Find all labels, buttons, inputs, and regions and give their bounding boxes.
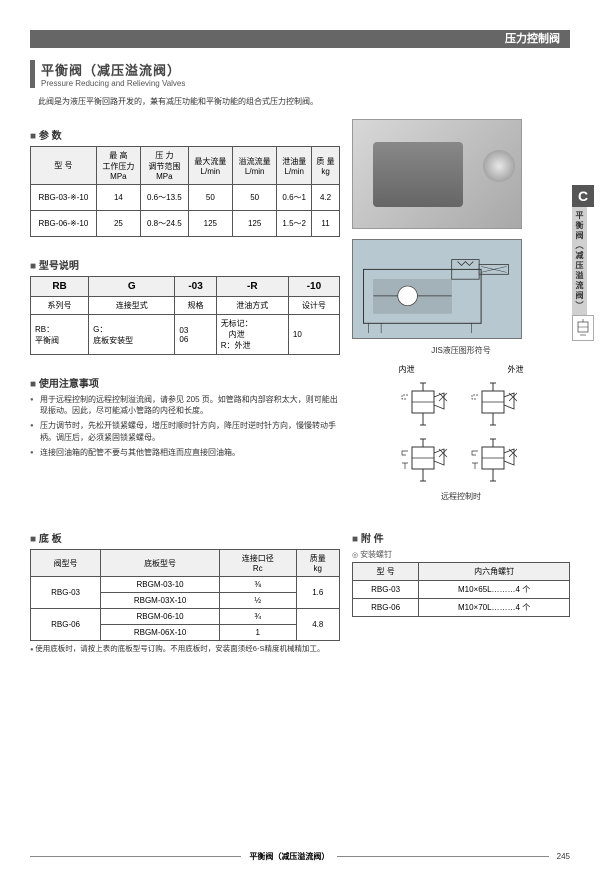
params-cell: 0.6～1 xyxy=(277,185,312,211)
md-label-cell: 泄油方式 xyxy=(216,297,288,315)
bp-col: 质量 kg xyxy=(296,550,339,577)
bp-cell: RBGM-06X-10 xyxy=(101,625,220,641)
sym-label-internal: 内泄 xyxy=(399,364,415,375)
md-detail-cell: 无标记： 内泄 R：外泄 xyxy=(216,315,288,355)
bp-cell: ⅜ xyxy=(220,577,297,593)
footer-title: 平衡阀（减压溢流阀） xyxy=(249,851,329,862)
hydraulic-symbol xyxy=(466,435,526,485)
baseplate-table: 阀型号底板型号连接口径 Rc质量 kg RBG-03RBGM-03-10⅜1.6… xyxy=(30,549,340,641)
md-detail-cell: 10 xyxy=(288,315,339,355)
acc-cell: M10×65L………4 个 xyxy=(419,581,570,599)
header-category-text: 压力控制阀 xyxy=(505,33,560,45)
params-cell: 0.8～24.5 xyxy=(141,211,189,237)
usage-item: 压力调节时，先松开锁紧螺母，增压时顺时针方向，降压时逆时针方向，慢慢转动手柄。调… xyxy=(30,420,340,442)
model-desc-table: RBG-03-R-10 系列号连接型式规格泄油方式设计号 RB： 平衡阀G： 底… xyxy=(30,276,340,355)
symbol-labels-row: 内泄 外泄 xyxy=(352,364,570,375)
md-detail-cell: G： 底板安装型 xyxy=(89,315,175,355)
md-detail-cell: RB： 平衡阀 xyxy=(31,315,89,355)
params-cell: 50 xyxy=(233,185,277,211)
params-cell: RBG-06-※-10 xyxy=(31,211,97,237)
md-label-cell: 设计号 xyxy=(288,297,339,315)
page-title: 平衡阀（减压溢流阀） xyxy=(41,60,570,79)
baseplate-heading: 底 板 xyxy=(30,530,340,545)
bp-col: 阀型号 xyxy=(31,550,101,577)
acc-cell: RBG-03 xyxy=(353,581,419,599)
bp-cell: 1 xyxy=(220,625,297,641)
usage-notes: 用于远程控制的远程控制溢流阀，请参见 205 页。如管路和内部容积太大，则可能出… xyxy=(30,394,340,458)
side-tab-icon xyxy=(572,315,594,341)
md-detail-cell: 03 06 xyxy=(175,315,216,355)
params-col: 泄油量 L/min xyxy=(277,147,312,185)
model-desc-heading: 型号说明 xyxy=(30,257,340,272)
hydraulic-symbol xyxy=(466,379,526,429)
params-cell: 11 xyxy=(312,211,340,237)
params-cell: 0.6～13.5 xyxy=(141,185,189,211)
bp-weight: 4.8 xyxy=(296,609,339,641)
product-photo xyxy=(352,119,522,229)
side-tab-text: 平衡阀（减压溢流阀） xyxy=(572,207,587,315)
md-header-cell: -03 xyxy=(175,277,216,297)
params-cell: 14 xyxy=(96,185,140,211)
md-label-cell: 连接型式 xyxy=(89,297,175,315)
baseplate-note: 使用底板时，请按上表的底板型号订购。不用底板时，安装面须经6-S精度机械精加工。 xyxy=(30,644,340,655)
hydraulic-symbol xyxy=(396,435,456,485)
params-col: 最 高 工作压力 MPa xyxy=(96,147,140,185)
md-header-cell: -10 xyxy=(288,277,339,297)
params-cell: 125 xyxy=(233,211,277,237)
acc-cell: M10×70L………4 个 xyxy=(419,599,570,617)
bp-cell: RBGM-03-10 xyxy=(101,577,220,593)
md-label-cell: 规格 xyxy=(175,297,216,315)
header-category-bar: 压力控制阀 xyxy=(30,30,570,48)
params-col: 型 号 xyxy=(31,147,97,185)
params-col: 压 力 调节范围 MPa xyxy=(141,147,189,185)
page-number: 245 xyxy=(557,852,570,861)
bp-cell: ½ xyxy=(220,593,297,609)
page-footer: 平衡阀（减压溢流阀） 245 xyxy=(30,851,570,862)
params-cell: 1.5～2 xyxy=(277,211,312,237)
params-cell: RBG-03-※-10 xyxy=(31,185,97,211)
bp-valve: RBG-03 xyxy=(31,577,101,609)
remote-caption: 远程控制时 xyxy=(352,491,570,502)
acc-cell: RBG-06 xyxy=(353,599,419,617)
md-header-cell: RB xyxy=(31,277,89,297)
sym-label-external: 外泄 xyxy=(508,364,524,375)
bp-weight: 1.6 xyxy=(296,577,339,609)
params-cell: 25 xyxy=(96,211,140,237)
accessories-sub: 安装螺钉 xyxy=(352,549,570,560)
side-tab-letter: C xyxy=(572,185,594,207)
md-label-cell: 系列号 xyxy=(31,297,89,315)
symbol-grid-bottom xyxy=(352,435,570,485)
md-header-cell: -R xyxy=(216,277,288,297)
params-col: 溢流流量 L/min xyxy=(233,147,277,185)
params-col: 质 量 kg xyxy=(312,147,340,185)
params-cell: 4.2 xyxy=(312,185,340,211)
intro-text: 此阀是为液压平衡回路开发的，兼有减压功能和平衡功能的组合式压力控制阀。 xyxy=(30,96,570,107)
accessories-heading: 附 件 xyxy=(352,530,570,545)
title-block: 平衡阀（减压溢流阀） Pressure Reducing and Relievi… xyxy=(30,60,570,88)
side-tab: C 平衡阀（减压溢流阀） xyxy=(572,185,594,341)
hydraulic-symbol xyxy=(396,379,456,429)
symbol-grid-top xyxy=(352,379,570,429)
accessories-table: 型 号内六角螺钉 RBG-03M10×65L………4 个RBG-06M10×70… xyxy=(352,562,570,617)
acc-col: 内六角螺钉 xyxy=(419,563,570,581)
params-cell: 125 xyxy=(188,211,232,237)
md-header-cell: G xyxy=(89,277,175,297)
bp-col: 底板型号 xyxy=(101,550,220,577)
usage-item: 连接回油箱的配管不要与其他管路相连而应直接回油箱。 xyxy=(30,447,340,458)
bp-cell: RBGM-03X-10 xyxy=(101,593,220,609)
bp-valve: RBG-06 xyxy=(31,609,101,641)
bp-col: 连接口径 Rc xyxy=(220,550,297,577)
usage-item: 用于远程控制的远程控制溢流阀，请参见 205 页。如管路和内部容积太大，则可能出… xyxy=(30,394,340,416)
bp-cell: ¾ xyxy=(220,609,297,625)
params-heading: 参 数 xyxy=(30,127,340,142)
diagram-caption: JIS液压图形符号 xyxy=(352,345,570,356)
params-cell: 50 xyxy=(188,185,232,211)
params-table: 型 号最 高 工作压力 MPa压 力 调节范围 MPa最大流量 L/min溢流流… xyxy=(30,146,340,237)
page-subtitle: Pressure Reducing and Relieving Valves xyxy=(41,79,570,88)
cross-section-diagram xyxy=(352,239,522,339)
acc-col: 型 号 xyxy=(353,563,419,581)
params-col: 最大流量 L/min xyxy=(188,147,232,185)
usage-heading: 使用注意事项 xyxy=(30,375,340,390)
bp-cell: RBGM-06-10 xyxy=(101,609,220,625)
